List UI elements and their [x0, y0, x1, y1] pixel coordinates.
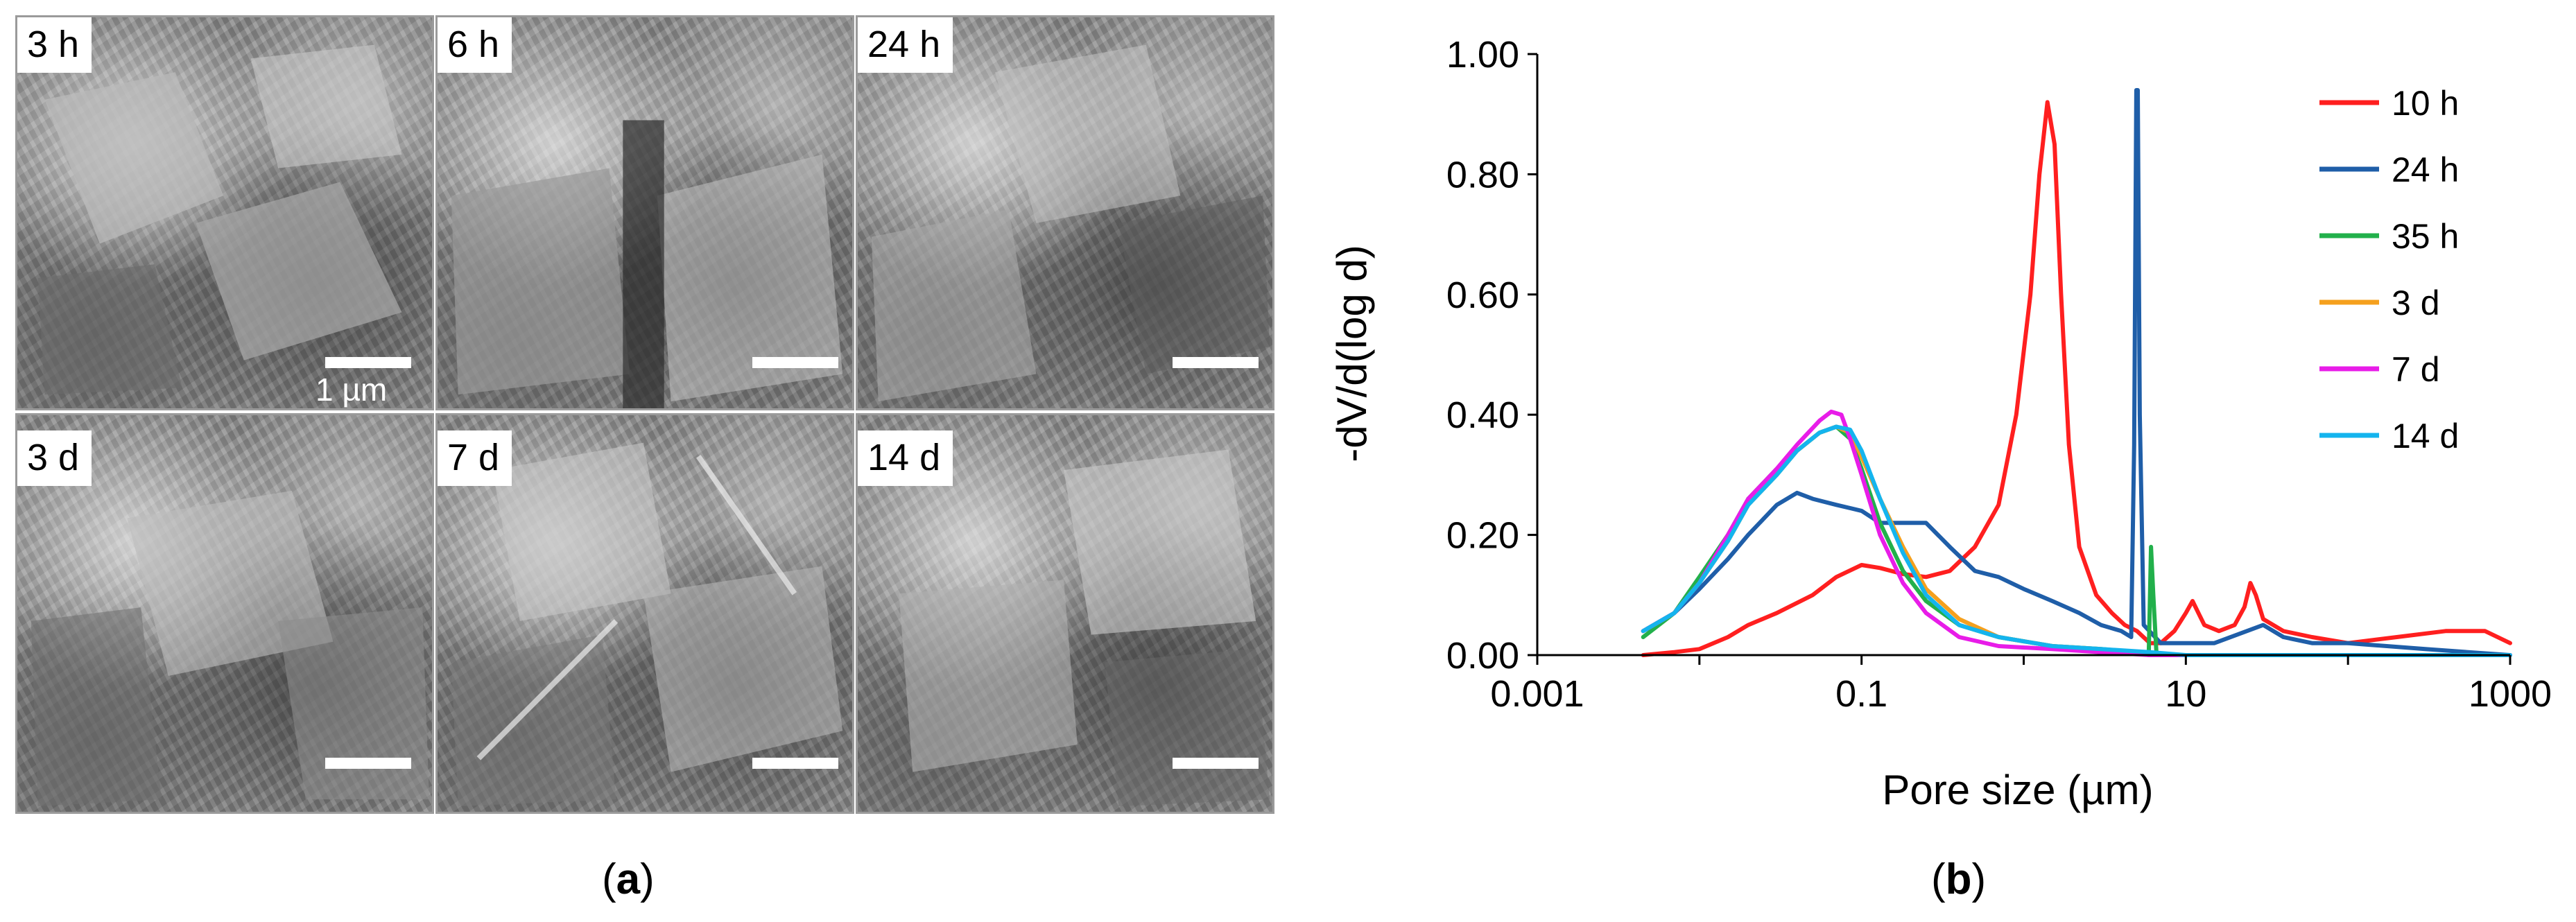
scale-bar-text: 1 µm — [315, 372, 388, 408]
y-tick-label: 0.20 — [1446, 515, 1519, 557]
series-line-14d — [1641, 424, 2512, 657]
micrograph-texture — [871, 44, 1270, 402]
micrograph-24h: 24 h — [856, 15, 1274, 410]
y-tick-label: 0.00 — [1446, 635, 1519, 677]
scale-bar — [752, 357, 838, 368]
micrograph-6h: 6 h — [435, 15, 854, 410]
sem-micrograph-grid: 3 h 1 µm 6 h 24 h 3 d — [15, 15, 1274, 819]
scale-bar — [752, 758, 838, 769]
legend-label: 24 h — [2392, 150, 2459, 189]
caption-paren-close: ) — [1971, 855, 1987, 903]
scale-bar — [1173, 357, 1259, 368]
micrograph-7d: 7 d — [435, 413, 854, 814]
caption-letter: a — [616, 855, 641, 903]
micrograph-texture — [451, 120, 843, 408]
scale-bar — [325, 357, 411, 368]
legend-label: 10 h — [2392, 84, 2459, 123]
micrograph-time-label: 14 d — [858, 430, 953, 486]
y-tick-labels: 0.00 0.20 0.40 0.60 0.80 1.00 — [1446, 34, 1537, 677]
y-tick-label: 0.40 — [1446, 394, 1519, 436]
x-tick-label: 1000 — [2469, 673, 2552, 715]
x-tick-label: 0.001 — [1490, 673, 1584, 715]
micrograph-time-label: 6 h — [438, 17, 512, 73]
panel-a-caption: (a) — [602, 858, 655, 901]
caption-paren-close: ) — [640, 855, 655, 903]
micrograph-time-label: 3 d — [17, 430, 92, 486]
series-line-24h — [1641, 88, 2512, 657]
micrograph-texture — [899, 449, 1270, 807]
panel-b-caption: (b) — [1931, 858, 1986, 901]
y-tick-label: 0.80 — [1446, 154, 1519, 195]
x-axis-title: Pore size (µm) — [1882, 767, 2153, 813]
pore-size-chart: 0.000.200.400.600.801.00 0.001 0.1 10 1000 … — [1329, 34, 2552, 813]
micrograph-3h: 3 h 1 µm — [15, 15, 434, 410]
caption-paren-open: ( — [1931, 855, 1946, 903]
micrograph-time-label: 3 h — [17, 17, 92, 73]
y-tick-label: 1.00 — [1446, 34, 1519, 76]
micrograph-texture — [451, 442, 843, 807]
caption-letter: b — [1945, 855, 1972, 903]
micrograph-texture — [31, 490, 430, 807]
scale-bar — [325, 758, 411, 769]
micrograph-14d: 14 d — [856, 413, 1274, 814]
caption-paren-open: ( — [602, 855, 616, 903]
y-tick-label: 0.60 — [1446, 275, 1519, 316]
legend: 10 h 24 h 35 h 3 d 7 d 14 d — [2319, 84, 2459, 455]
legend-label: 7 d — [2392, 350, 2440, 389]
scale-bar — [1173, 758, 1259, 769]
y-axis-title: -dV/d(log d) — [1329, 245, 1375, 462]
series-line-10h — [1641, 100, 2512, 657]
x-tick-label: 10 — [2165, 673, 2206, 715]
x-tick-labels: 0.001 0.1 10 1000 — [1490, 655, 2552, 715]
micrograph-time-label: 24 h — [858, 17, 953, 73]
micrograph-3d: 3 d — [15, 413, 434, 814]
legend-label: 35 h — [2392, 217, 2459, 256]
series-lines — [1641, 88, 2512, 657]
x-tick-label: 0.1 — [1835, 673, 1887, 715]
legend-label: 14 d — [2392, 417, 2459, 455]
micrograph-texture — [37, 44, 402, 395]
legend-label: 3 d — [2392, 284, 2440, 322]
micrograph-time-label: 7 d — [438, 430, 512, 486]
series-line-7d — [1641, 409, 2512, 657]
